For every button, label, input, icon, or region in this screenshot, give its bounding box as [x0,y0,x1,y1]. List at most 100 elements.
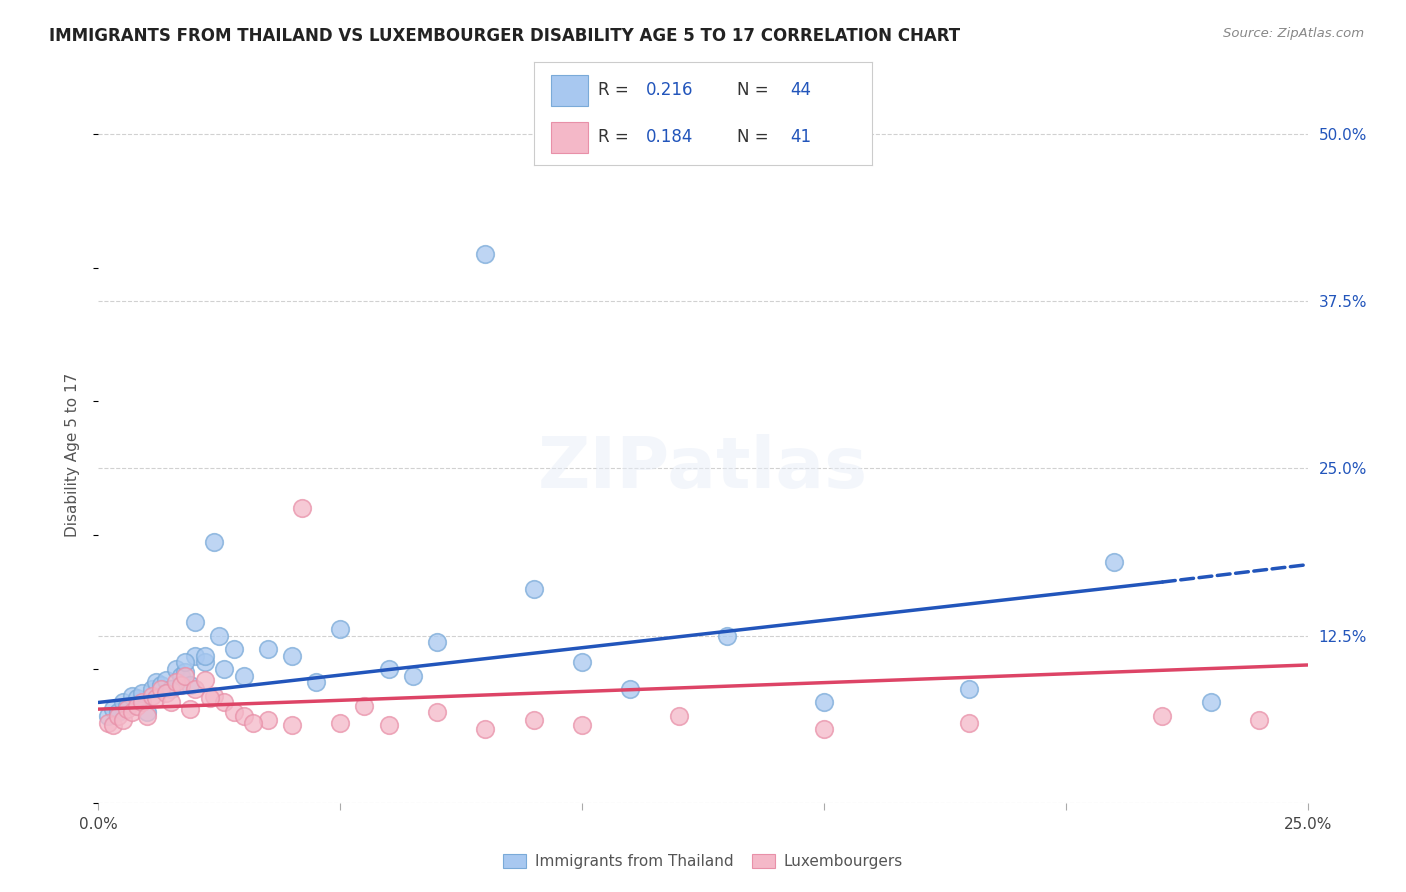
Point [97,715,120,730]
Text: N =: N = [737,128,773,146]
Point [1152,708,1174,723]
Point [212,662,235,676]
Point [281,648,304,663]
Point [155,673,177,687]
Point [121,689,143,703]
Legend: Immigrants from Thailand, Luxembourgers: Immigrants from Thailand, Luxembourgers [496,848,910,875]
Point [212,696,235,710]
Point [813,696,835,710]
Point [184,615,207,630]
Point [256,642,278,657]
Point [117,702,139,716]
Point [329,715,352,730]
Point [281,718,304,732]
Point [179,702,201,716]
Point [571,655,593,669]
Point [141,689,163,703]
Point [131,686,153,700]
Point [957,681,980,696]
Point [111,696,134,710]
Point [194,648,217,663]
Point [523,582,546,596]
Point [668,708,690,723]
Point [165,662,187,676]
Point [377,662,399,676]
Point [1249,713,1271,727]
Point [184,648,207,663]
Point [174,655,197,669]
Text: Source: ZipAtlas.com: Source: ZipAtlas.com [1223,27,1364,40]
Point [155,686,177,700]
Point [107,708,129,723]
Point [474,723,496,737]
Point [204,689,226,703]
Point [1102,555,1125,569]
Point [426,705,449,719]
Point [222,705,245,719]
Point [402,669,425,683]
Point [141,681,163,696]
FancyBboxPatch shape [551,122,588,153]
Text: 41: 41 [790,128,811,146]
Point [135,705,157,719]
Text: N =: N = [737,81,773,99]
Point [145,675,167,690]
Point [377,718,399,732]
Point [101,702,124,716]
Point [107,705,129,719]
Point [305,675,328,690]
Point [232,708,254,723]
Text: 0.216: 0.216 [645,81,693,99]
Point [426,635,449,649]
Point [194,673,217,687]
Point [242,715,264,730]
Point [194,655,217,669]
Point [127,699,149,714]
Point [353,699,375,714]
Point [222,642,245,657]
Point [165,675,187,690]
Point [174,669,197,683]
Point [97,708,120,723]
Point [474,247,496,261]
Text: IMMIGRANTS FROM THAILAND VS LUXEMBOURGER DISABILITY AGE 5 TO 17 CORRELATION CHAR: IMMIGRANTS FROM THAILAND VS LUXEMBOURGER… [49,27,960,45]
Point [150,681,173,696]
Point [169,678,191,692]
Point [198,691,221,706]
Point [101,718,124,732]
Point [179,678,201,692]
Point [716,628,738,642]
Point [208,628,231,642]
Point [160,681,183,696]
FancyBboxPatch shape [551,75,588,105]
Point [135,708,157,723]
Text: 44: 44 [790,81,811,99]
Point [160,696,183,710]
Text: ZIPatlas: ZIPatlas [538,434,868,503]
Point [1199,696,1222,710]
Point [256,713,278,727]
Point [174,665,197,679]
Point [145,691,167,706]
Point [290,501,312,516]
Point [127,691,149,706]
Y-axis label: Disability Age 5 to 17: Disability Age 5 to 17 [65,373,80,537]
Point [184,681,207,696]
Point [150,678,173,692]
Point [571,718,593,732]
Point [232,669,254,683]
Point [169,669,191,683]
Text: 0.184: 0.184 [645,128,693,146]
Point [117,699,139,714]
Text: R =: R = [599,128,634,146]
Point [204,535,226,549]
Point [619,681,641,696]
Point [813,723,835,737]
Text: R =: R = [599,81,634,99]
Point [131,696,153,710]
Point [111,713,134,727]
Point [329,622,352,636]
Point [523,713,546,727]
Point [121,705,143,719]
Point [957,715,980,730]
